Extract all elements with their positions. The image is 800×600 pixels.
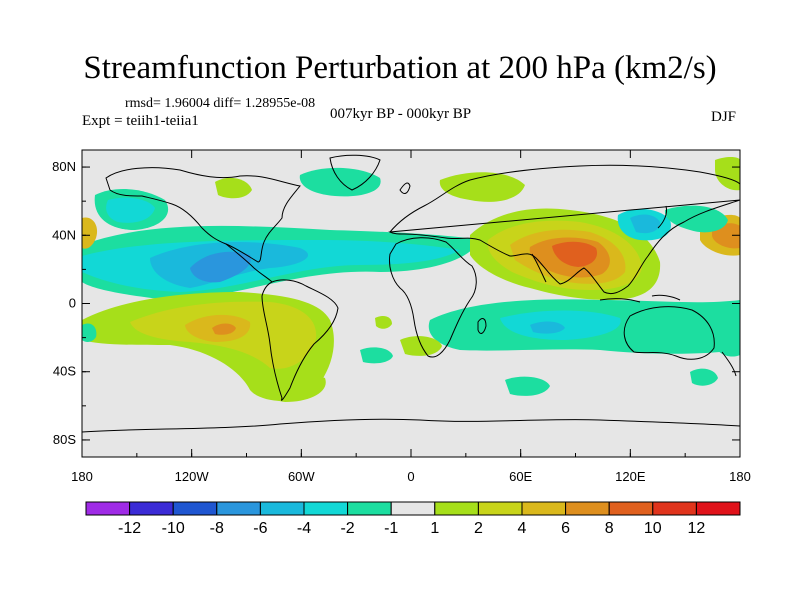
colorbar-label: 4: [518, 520, 527, 537]
colorbar-segment: [259, 501, 305, 516]
colorbar-segment: [347, 501, 392, 516]
colorbar-label: -12: [118, 520, 141, 537]
colorbar-segment: [521, 501, 567, 516]
y-tick-label: 40N: [52, 227, 76, 242]
colorbar-label: 1: [430, 520, 439, 537]
stats-line: rmsd= 1.96004 diff= 1.28955e-08: [125, 96, 316, 111]
contour-neg-natl: [299, 167, 381, 197]
coast-japan: [657, 205, 667, 229]
colorbar-segment: [565, 501, 610, 516]
y-tick-label: 80N: [52, 159, 76, 174]
colorbar-label: 10: [644, 520, 662, 537]
colorbar-label: 12: [688, 520, 706, 537]
colorbar: -12 -10 -8 -6 -4 -2 -1 1 2 4 6 8 10 12: [85, 501, 741, 537]
coast-africa: [389, 237, 477, 358]
period-label: 007kyr BP - 000kyr BP: [330, 106, 472, 122]
chart-title: Streamfunction Perturbation at 200 hPa (…: [83, 50, 717, 86]
x-tick-label: 180: [71, 469, 93, 484]
colorbar-label: -6: [253, 520, 267, 537]
colorbar-segment: [216, 501, 261, 516]
contour-pos-satl: [400, 336, 442, 356]
x-tick-label: 60W: [288, 469, 315, 484]
contour-neg-sio-3: [530, 321, 565, 334]
coast-antarctica: [82, 418, 740, 433]
x-tick-label: 60E: [509, 469, 532, 484]
contour-neg-band-4: [190, 251, 251, 283]
contour-neg-ssio: [505, 376, 550, 396]
colorbar-label: -2: [340, 520, 354, 537]
colorbar-segment: [434, 501, 479, 516]
contour-pos-europe: [439, 172, 525, 202]
coastlines: [82, 154, 740, 433]
coast-australia: [623, 306, 715, 360]
coast-british-isles: [399, 182, 411, 194]
map-axes: 180 120W 60W 0 60E 120E 180 80N 40N 0 40S 80S: [52, 150, 751, 484]
contour-neg-npac-east: [664, 205, 728, 233]
contour-neg-satl: [360, 347, 393, 364]
coast-india: [531, 253, 547, 283]
coast-madagascar: [477, 318, 487, 334]
colorbar-label: -1: [384, 520, 398, 537]
coast-south-america: [261, 279, 339, 401]
colorbar-segment: [695, 501, 741, 516]
x-tick-label: 120W: [175, 469, 210, 484]
coast-central-america: [225, 243, 273, 283]
colorbar-segment: [85, 501, 131, 516]
y-tick-label: 0: [69, 296, 76, 311]
colorbar-segment: [608, 501, 654, 516]
colorbar-label: -4: [297, 520, 311, 537]
x-tick-label: 120E: [615, 469, 646, 484]
coast-greenland: [329, 154, 381, 191]
contour-pos-spac-4: [212, 323, 236, 335]
contour-pos-sa: [261, 372, 326, 402]
experiment-label: Expt = teiih1-teiia1: [82, 113, 199, 129]
coast-new-zealand: [721, 351, 737, 377]
y-tick-label: 80S: [53, 432, 76, 447]
colorbar-segment: [390, 501, 436, 516]
colorbar-label: -10: [162, 520, 185, 537]
colorbar-segment: [172, 501, 218, 516]
contour-pos-arctic: [715, 156, 740, 191]
contour-pos-asia-5: [552, 241, 598, 267]
colorbar-label: 8: [605, 520, 614, 537]
colorbar-label: -8: [210, 520, 224, 537]
contour-neg-japan-2: [630, 214, 660, 234]
colorbar-label: 6: [561, 520, 570, 537]
contour-pos-canada: [215, 177, 252, 199]
colorbar-segment: [129, 501, 174, 516]
contour-neg-npac-2: [106, 197, 155, 223]
streamfunction-field: [82, 154, 740, 433]
coast-north-america: [105, 167, 301, 263]
y-tick-label: 40S: [53, 364, 76, 379]
season-label: DJF: [711, 109, 737, 125]
colorbar-segment: [477, 501, 523, 516]
colorbar-segment: [303, 501, 349, 516]
colorbar-segment: [652, 501, 697, 516]
contour-neg-ausse: [690, 368, 718, 386]
colorbar-label: 2: [474, 520, 483, 537]
contour-neg-tasman: [715, 335, 740, 357]
contour-pos-w: [82, 217, 98, 249]
coast-eurasia: [388, 164, 740, 295]
coast-indonesia: [599, 294, 681, 303]
x-tick-label: 0: [407, 469, 414, 484]
x-tick-label: 180: [729, 469, 751, 484]
contour-pos-equat: [375, 316, 392, 329]
